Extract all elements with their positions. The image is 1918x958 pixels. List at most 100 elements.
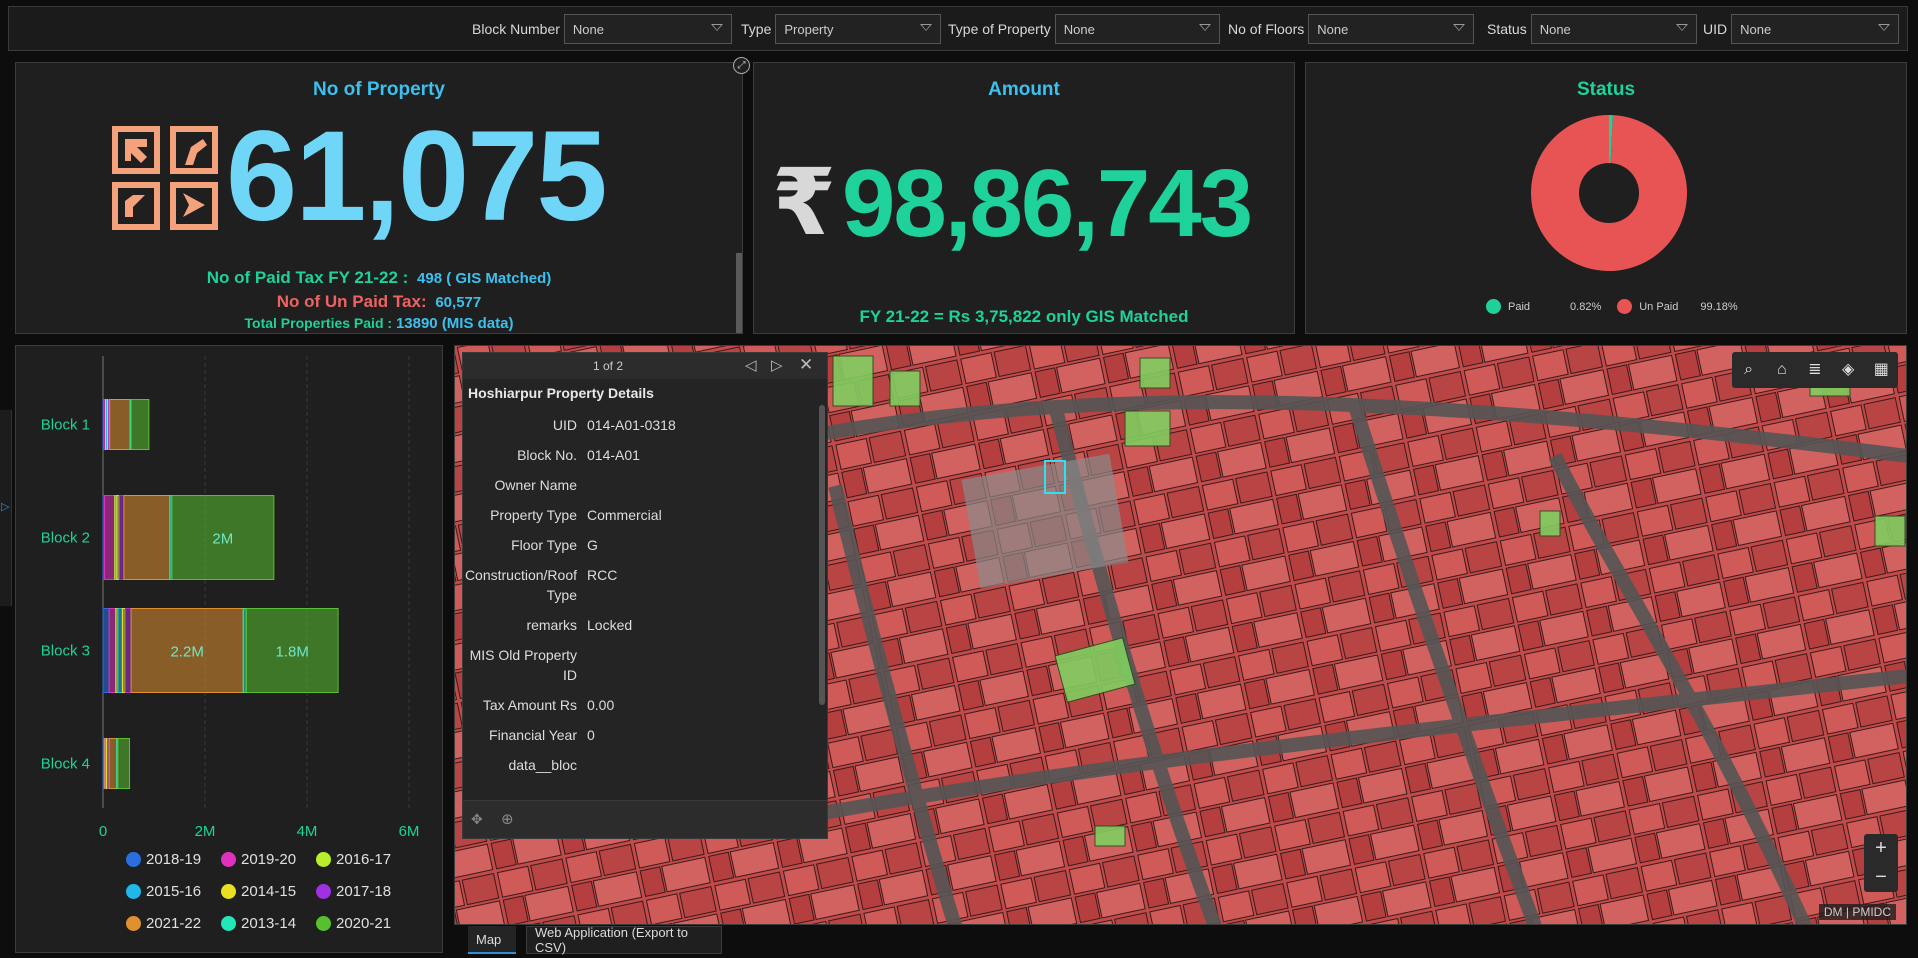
legend-item[interactable]: 2019-20 [221, 851, 296, 868]
chevron-down-icon [1198, 24, 1211, 31]
select-value: None [1317, 21, 1349, 37]
uid-select[interactable]: None [1731, 14, 1900, 44]
layers-icon[interactable]: ◈ [1842, 361, 1855, 378]
bar-segment[interactable] [117, 608, 123, 693]
attribute-value [587, 645, 818, 685]
no-of-floors-select[interactable]: None [1308, 14, 1475, 44]
amount-note: FY 21-22 = Rs 3,75,822 only GIS Matched [859, 307, 1189, 326]
bar-segment[interactable] [108, 738, 118, 789]
previous-feature-icon[interactable]: ◁ [745, 357, 757, 374]
legend-item[interactable]: 2017-18 [316, 883, 391, 900]
attribute-value [587, 755, 818, 775]
block-number-select[interactable]: None [563, 14, 732, 44]
bar-segment[interactable] [109, 399, 131, 450]
paid-tax-value: 498 ( GIS Matched) [417, 270, 552, 287]
bar-segment[interactable] [130, 399, 150, 450]
popup-header: 1 of 2 ◁ ▷ ✕ [463, 353, 827, 379]
popup-attribute-row: data__bloc [463, 755, 818, 775]
side-panel-handle[interactable]: ▷ [0, 410, 12, 606]
bar-segment[interactable] [124, 608, 132, 693]
property-details-popup: 1 of 2 ◁ ▷ ✕ Hoshiarpur Property Details… [462, 352, 828, 839]
legend-label: 2019-20 [241, 851, 297, 868]
bar-segment[interactable] [118, 495, 125, 580]
property-count: 61,075 [226, 105, 607, 248]
tab-web-application[interactable]: Web Application (Export to CSV) [526, 925, 722, 955]
bar-segment[interactable] [123, 495, 171, 580]
filter-type-of-property: Type of Property None [948, 14, 1220, 44]
next-feature-icon[interactable]: ▷ [771, 357, 783, 374]
status-donut-chart [1531, 115, 1687, 271]
legend-paid-name: Paid [1508, 300, 1531, 313]
unpaid-tax-line: No of Un Paid Tax: 60,577 [16, 292, 742, 312]
legend-item[interactable]: 2015-16 [126, 883, 201, 900]
legend-label: 2016-17 [336, 851, 392, 868]
filter-label: Block Number [472, 21, 560, 37]
home-icon[interactable]: ⌂ [1776, 361, 1787, 378]
popup-attribute-row: UID 014-A01-0318 [463, 415, 818, 435]
popup-attribute-row: Construction/Roof Type RCC [463, 565, 818, 605]
block-bar-chart-panel: 0 2M 4M 6M Block 1 Block 2 2M Block 3 2.2M 1.8M Bl… [15, 345, 443, 953]
filter-status: Status None [1487, 14, 1697, 44]
attribute-value: Commercial [587, 507, 662, 523]
select-value: None [1063, 21, 1095, 37]
popup-attribute-row: Property Type Commercial [463, 505, 818, 525]
zoom-out-button[interactable]: − [1875, 866, 1887, 888]
popup-scrollbar[interactable] [819, 405, 825, 705]
list-icon[interactable]: ≣ [1808, 361, 1822, 378]
bar-data-label: 2.2M [170, 644, 203, 661]
popup-attribute-row: Floor Type G [463, 535, 818, 555]
expand-arrow-icon[interactable]: ▷ [1, 501, 10, 513]
legend-dot [126, 852, 141, 867]
zoom-to-icon[interactable]: ⊕ [501, 811, 514, 828]
type-select[interactable]: Property [775, 14, 942, 44]
type-of-property-select[interactable]: None [1054, 14, 1220, 44]
property-grid-icon [112, 126, 218, 230]
close-icon[interactable]: ✕ [799, 355, 814, 374]
bar-segment[interactable] [108, 608, 117, 693]
bar-segment[interactable] [245, 608, 339, 693]
legend-item[interactable]: 2013-14 [221, 915, 296, 932]
legend-dot [221, 884, 236, 899]
legend-dot [316, 884, 331, 899]
bar-segment[interactable] [104, 495, 116, 580]
tab-map[interactable]: Map [468, 926, 516, 954]
filter-uid: UID None [1703, 14, 1900, 44]
legend-label: 2013-14 [241, 915, 297, 932]
amount-panel: Amount ₹ 98,86,743 FY 21-22 = Rs 3,75,82… [753, 62, 1295, 334]
bar-segment[interactable] [171, 495, 275, 580]
legend-item[interactable]: 2018-19 [126, 851, 201, 868]
status-select[interactable]: None [1530, 14, 1697, 44]
rupee-icon: ₹ [772, 152, 836, 254]
basemap-gallery-icon[interactable]: ▦ [1873, 361, 1889, 378]
legend-dot-paid [1486, 299, 1501, 314]
filter-label: Type of Property [948, 21, 1051, 37]
legend-label: 2020-21 [336, 915, 392, 932]
x-tick-label: 4M [297, 823, 318, 840]
legend-item[interactable]: 2016-17 [316, 851, 391, 868]
bar-segment[interactable] [102, 608, 110, 693]
panel-title: Status [1576, 79, 1636, 100]
attribute-value: 0.00 [587, 697, 615, 713]
search-icon[interactable]: ⌕ [1744, 361, 1754, 378]
attribute-key: Owner Name [494, 477, 577, 493]
chevron-down-icon [1453, 24, 1466, 31]
popup-attribute-row: MIS Old Property ID [463, 645, 818, 685]
bar-segment[interactable] [117, 738, 131, 789]
attribute-value: RCC [587, 567, 618, 583]
zoom-in-button[interactable]: + [1875, 837, 1887, 859]
legend-item[interactable]: 2014-15 [221, 883, 296, 900]
bar-segment[interactable] [130, 608, 244, 693]
filter-type: Type Property [741, 14, 942, 44]
panel-title: Amount [988, 79, 1060, 100]
expand-icon[interactable]: ⤢ [733, 57, 750, 74]
legend-item[interactable]: 2020-21 [316, 915, 391, 932]
panel-scrollbar[interactable] [736, 253, 742, 333]
pan-icon[interactable]: ✥ [471, 811, 483, 827]
attribute-value: 0 [587, 727, 595, 743]
filter-block-number: Block Number None [472, 14, 732, 44]
chevron-down-icon [920, 24, 933, 31]
filter-bar: Block Number None Type Property Type of … [8, 6, 1908, 51]
block-bar-chart: 0 2M 4M 6M Block 1 Block 2 2M Block 3 2.2M 1.8M Bl… [41, 356, 419, 840]
popup-attribute-row: remarks Locked [463, 615, 818, 635]
legend-item[interactable]: 2021-22 [126, 915, 201, 932]
